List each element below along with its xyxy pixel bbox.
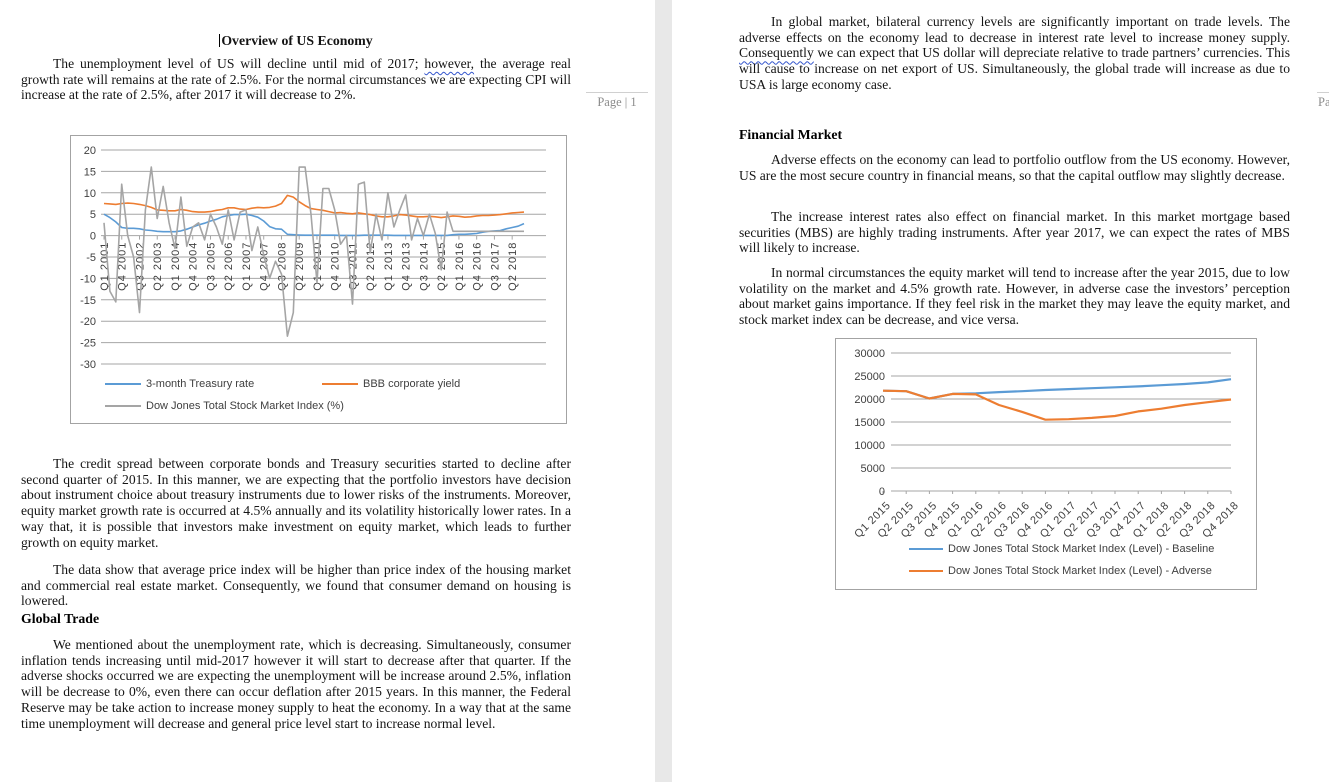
svg-text:0: 0 — [90, 231, 96, 243]
svg-text:-15: -15 — [80, 295, 96, 307]
paragraph-unemployment: The unemployment level of US will declin… — [21, 56, 571, 103]
text-cursor — [219, 34, 221, 47]
svg-text:Q2 2012: Q2 2012 — [365, 242, 377, 291]
svg-text:Q4 2013: Q4 2013 — [401, 242, 413, 291]
svg-text:30000: 30000 — [854, 348, 885, 360]
svg-text:5000: 5000 — [861, 463, 885, 475]
legend-item-adverse: Dow Jones Total Stock Market Index (Leve… — [909, 565, 1212, 577]
legend-label: 3-month Treasury rate — [146, 378, 255, 390]
svg-text:Q4 2001: Q4 2001 — [117, 242, 129, 291]
svg-text:Q3 2014: Q3 2014 — [418, 242, 430, 291]
svg-text:Q3 2017: Q3 2017 — [489, 242, 501, 291]
svg-text:10: 10 — [84, 188, 96, 200]
paragraph-equity-market: In normal circumstances the equity marke… — [739, 265, 1290, 328]
grammar-flagged-word: however, — [424, 56, 475, 71]
legend-line-blue — [909, 548, 943, 550]
svg-text:Q3 2005: Q3 2005 — [205, 242, 217, 291]
svg-text:Q1 2016: Q1 2016 — [454, 242, 466, 291]
svg-text:10000: 10000 — [854, 440, 885, 452]
paragraph-credit-spread: The credit spread between corporate bond… — [21, 456, 571, 550]
svg-text:-5: -5 — [86, 252, 96, 264]
page-2: In global market, bilateral currency lev… — [672, 0, 1329, 782]
legend-item-baseline: Dow Jones Total Stock Market Index (Leve… — [909, 543, 1214, 555]
page-gap — [655, 0, 672, 782]
paragraph-portfolio-outflow: Adverse effects on the economy can lead … — [739, 152, 1290, 183]
svg-text:Q1 2004: Q1 2004 — [170, 242, 182, 291]
page-title: Overview of US Economy — [21, 33, 571, 49]
svg-text:Q2 2006: Q2 2006 — [223, 242, 235, 291]
paragraph-global-trade: We mentioned about the unemployment rate… — [21, 637, 571, 731]
svg-text:20000: 20000 — [854, 394, 885, 406]
svg-text:20: 20 — [84, 145, 96, 157]
chart-dow-baseline-adverse[interactable]: 30000 25000 20000 15000 10000 5000 0 Q1 2015 Q2 … — [835, 338, 1257, 590]
legend-item-dow-pct: Dow Jones Total Stock Market Index (%) — [105, 400, 344, 412]
svg-text:-30: -30 — [80, 359, 96, 371]
legend-line-blue — [105, 383, 141, 385]
svg-text:25000: 25000 — [854, 371, 885, 383]
svg-text:Q2 2009: Q2 2009 — [294, 242, 306, 291]
legend-label: Dow Jones Total Stock Market Index (Leve… — [948, 565, 1212, 577]
svg-text:Q1 2013: Q1 2013 — [383, 242, 395, 291]
page-1: Overview of US Economy The unemployment … — [0, 0, 655, 782]
legend-line-orange — [322, 383, 358, 385]
page-1-footer: Page | 1 — [586, 92, 648, 110]
grammar-flagged-word: Consequently — [739, 45, 814, 61]
svg-text:0: 0 — [879, 486, 885, 498]
legend-line-orange — [909, 570, 943, 572]
paragraph-price-index: The data show that average price index w… — [21, 562, 571, 609]
svg-text:Q2 2003: Q2 2003 — [152, 242, 164, 291]
page-2-footer-partial: Pa — [1317, 92, 1329, 110]
svg-text:Q4 2004: Q4 2004 — [188, 242, 200, 291]
svg-text:-20: -20 — [80, 316, 96, 328]
svg-text:Q4 2007: Q4 2007 — [259, 242, 271, 291]
page-title-text: Overview of US Economy — [221, 33, 373, 48]
legend-label: Dow Jones Total Stock Market Index (%) — [146, 400, 344, 412]
svg-text:-25: -25 — [80, 338, 96, 350]
paragraph-text: we can expect that US dollar will deprec… — [739, 45, 1290, 92]
svg-text:Q4 2016: Q4 2016 — [472, 242, 484, 291]
svg-text:Q1 2001: Q1 2001 — [99, 242, 111, 291]
heading-financial-market: Financial Market — [739, 127, 843, 142]
legend-line-gray — [105, 405, 141, 407]
heading-global-trade: Global Trade — [21, 611, 100, 626]
svg-text:5: 5 — [90, 209, 96, 221]
svg-text:Q2 2018: Q2 2018 — [507, 242, 519, 291]
svg-text:Q1 2007: Q1 2007 — [241, 242, 253, 291]
paragraph-global-market: In global market, bilateral currency lev… — [739, 14, 1290, 93]
legend-label: BBB corporate yield — [363, 378, 461, 390]
paragraph-mbs: The increase interest rates also effect … — [739, 209, 1290, 256]
svg-text:Q4 2010: Q4 2010 — [330, 242, 342, 291]
paragraph-text: the average real growth rate will remain… — [21, 56, 571, 103]
paragraph-text: The unemployment level of US will declin… — [53, 56, 425, 71]
paragraph-text: In global market, bilateral currency lev… — [739, 14, 1290, 45]
legend-label: Dow Jones Total Stock Market Index (Leve… — [948, 543, 1215, 555]
chart-treasury-bbb-dow[interactable]: 20 15 10 5 0 -5 -10 -15 -20 -25 -30 Q1 2001 Q4 2001 Q… — [70, 135, 567, 424]
svg-text:15: 15 — [84, 166, 96, 178]
svg-text:Q3 2008: Q3 2008 — [276, 242, 288, 291]
svg-text:15000: 15000 — [854, 417, 885, 429]
svg-text:-10: -10 — [80, 273, 96, 285]
legend-item-bbb: BBB corporate yield — [322, 378, 460, 390]
legend-item-treasury: 3-month Treasury rate — [105, 378, 254, 390]
